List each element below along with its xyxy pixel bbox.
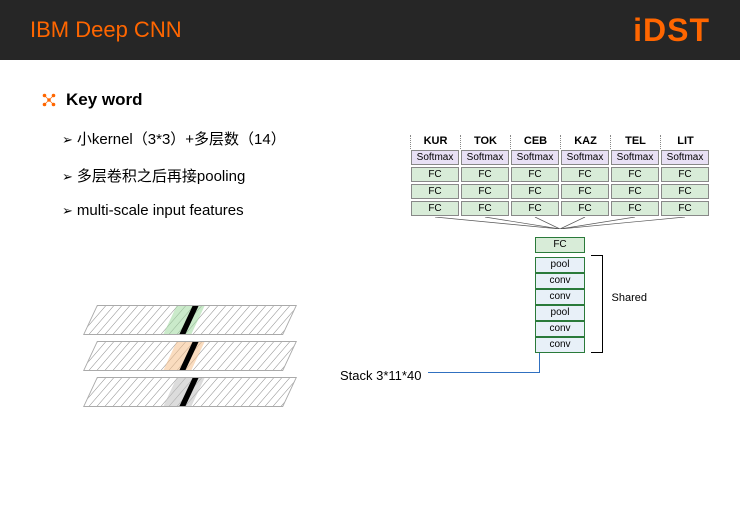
arrow-line — [428, 372, 540, 373]
fc-cell: FC — [661, 167, 709, 182]
fc-row: FCFCFCFCFCFC — [410, 200, 710, 217]
bracket-icon — [591, 255, 603, 353]
shared-body: poolconvconvpoolconvconv — [535, 257, 585, 353]
lang-header: KUR — [410, 135, 460, 149]
keyword-label: Key word — [66, 90, 143, 110]
shared-layer-cell: pool — [535, 257, 585, 273]
softmax-cell: Softmax — [661, 150, 709, 165]
fc-cell: FC — [561, 201, 609, 216]
fc-cell: FC — [661, 201, 709, 216]
fc-cell: FC — [511, 167, 559, 182]
network-icon — [40, 91, 58, 109]
fc-cell: FC — [661, 184, 709, 199]
fc-cell: FC — [561, 167, 609, 182]
shared-layer-cell: conv — [535, 321, 585, 337]
fc-row: FCFCFCFCFCFC — [410, 166, 710, 183]
softmax-cell: Softmax — [511, 150, 559, 165]
shared-label: Shared — [612, 292, 647, 304]
page-title: IBM Deep CNN — [30, 17, 182, 43]
fc-cell: FC — [461, 184, 509, 199]
softmax-row: SoftmaxSoftmaxSoftmaxSoftmaxSoftmaxSoftm… — [410, 149, 710, 166]
fc-cell: FC — [411, 184, 459, 199]
lang-header: LIT — [660, 135, 710, 149]
softmax-cell: Softmax — [561, 150, 609, 165]
fc-cell: FC — [461, 201, 509, 216]
shared-fc-cell: FC — [535, 237, 585, 253]
softmax-cell: Softmax — [411, 150, 459, 165]
shared-layer-cell: conv — [535, 289, 585, 305]
fc-cell: FC — [611, 184, 659, 199]
keyword-row: Key word — [40, 90, 700, 110]
softmax-cell: Softmax — [611, 150, 659, 165]
stack-label: Stack 3*11*40 — [340, 368, 421, 383]
fan-connector — [410, 217, 710, 229]
shared-layer-cell: pool — [535, 305, 585, 321]
lang-header: KAZ — [560, 135, 610, 149]
fc-cell: FC — [611, 167, 659, 182]
shared-column: FCpoolconvconvpoolconvconvShared — [535, 237, 585, 353]
shared-layer-cell: conv — [535, 273, 585, 289]
fc-cell: FC — [411, 167, 459, 182]
shared-layer-cell: conv — [535, 337, 585, 353]
fc-row: FCFCFCFCFCFC — [410, 183, 710, 200]
fc-cell: FC — [611, 201, 659, 216]
header-bar: IBM Deep CNN iDST — [0, 0, 740, 60]
fc-cell: FC — [511, 184, 559, 199]
network-diagram: KURTOKCEBKAZTELLITSoftmaxSoftmaxSoftmaxS… — [410, 135, 710, 353]
lang-header: TOK — [460, 135, 510, 149]
fc-cell: FC — [511, 201, 559, 216]
multiscale-diagram: Context +/-1 Context +/- 10, stride 2 Co… — [90, 305, 310, 413]
language-headers: KURTOKCEBKAZTELLIT — [410, 135, 710, 149]
scale-block: Context +/- 10, stride 2 — [83, 341, 297, 371]
scale-block: Context +/- 20, stride 4 — [83, 377, 297, 407]
lang-header: TEL — [610, 135, 660, 149]
fc-cell: FC — [561, 184, 609, 199]
fc-cell: FC — [411, 201, 459, 216]
scale-block: Context +/-1 — [83, 305, 297, 335]
softmax-cell: Softmax — [461, 150, 509, 165]
lang-header: CEB — [510, 135, 560, 149]
fc-cell: FC — [461, 167, 509, 182]
logo: iDST — [633, 12, 710, 49]
